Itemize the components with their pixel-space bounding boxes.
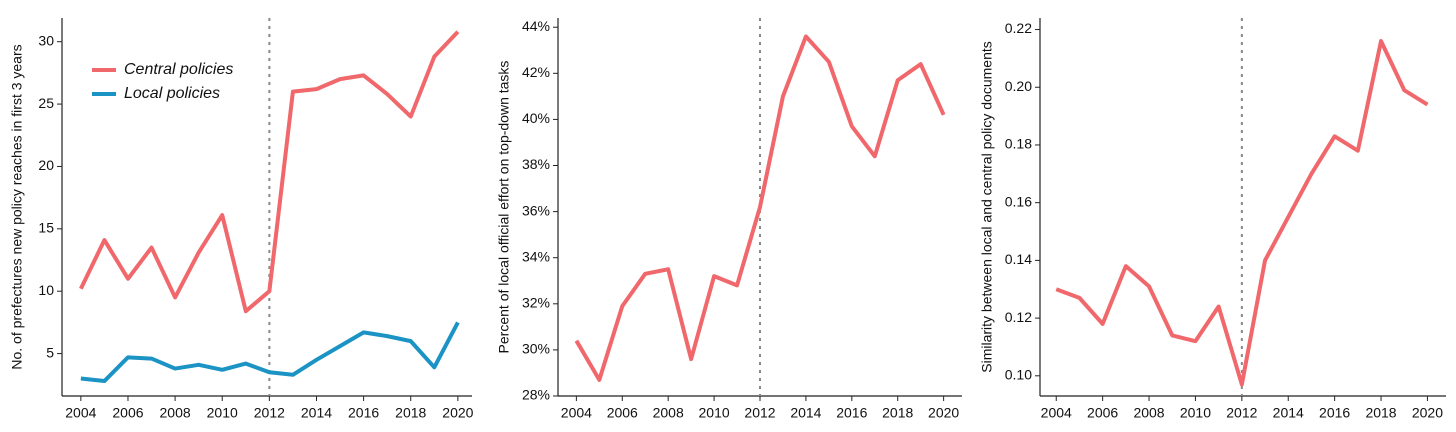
y-tick-label: 38% [522,156,550,172]
y-tick-label: 36% [522,202,550,218]
y-tick-label: 32% [522,295,550,311]
legend-text: Central policies [124,61,233,78]
y-tick-label: 42% [522,64,550,80]
x-tick-label: 2014 [1273,405,1304,421]
x-tick-label: 2004 [1041,405,1072,421]
y-tick-label: 30 [38,32,54,48]
x-tick-label: 2018 [395,405,426,421]
series-line [1055,39,1429,387]
x-tick-label: 2006 [1087,405,1118,421]
x-tick-label: 2010 [207,405,238,421]
x-tick-label: 2006 [112,405,143,421]
y-tick-label: 40% [522,110,550,126]
x-tick-label: 2008 [653,405,684,421]
x-tick-label: 2016 [348,405,379,421]
y-axis-label: Similarity between local and central pol… [979,41,995,373]
y-tick-label: 34% [522,248,550,264]
y-tick-label: 44% [522,18,550,34]
series-line [79,30,460,314]
y-tick-label: 15 [38,220,54,236]
y-tick-label: 0.18 [1005,136,1032,152]
series-line [80,321,460,384]
x-tick-label: 2020 [928,405,959,421]
x-tick-label: 2008 [160,405,191,421]
y-axis-label: Percent of local official effort on top-… [496,61,512,354]
x-tick-label: 2006 [607,405,638,421]
x-tick-label: 2012 [254,405,285,421]
y-tick-label: 0.16 [1005,193,1032,209]
y-tick-label: 0.12 [1005,309,1032,325]
y-tick-label: 0.20 [1005,78,1032,94]
x-tick-label: 2012 [1226,405,1257,421]
x-tick-label: 2010 [699,405,730,421]
x-tick-label: 2014 [790,405,821,421]
series-line [574,34,946,382]
x-tick-label: 2012 [744,405,775,421]
y-tick-label: 10 [38,282,54,298]
y-tick-label: 25 [38,95,54,111]
y-tick-label: 30% [522,341,550,357]
y-tick-label: 28% [522,387,550,403]
y-tick-label: 5 [46,344,54,360]
x-tick-label: 2010 [1180,405,1211,421]
y-tick-label: 0.10 [1005,367,1032,383]
x-tick-label: 2004 [65,405,96,421]
x-tick-label: 2008 [1133,405,1164,421]
x-tick-label: 2020 [1412,405,1443,421]
legend-text: Local policies [124,85,220,102]
x-tick-label: 2004 [561,405,592,421]
x-tick-label: 2016 [1319,405,1350,421]
x-tick-label: 2018 [882,405,913,421]
x-tick-label: 2016 [836,405,867,421]
y-axis-label: No. of prefectures new policy reaches in… [9,44,25,369]
x-tick-label: 2018 [1365,405,1396,421]
y-tick-label: 0.14 [1005,251,1032,267]
y-tick-label: 0.22 [1005,20,1032,36]
y-tick-label: 20 [38,157,54,173]
x-tick-label: 2020 [442,405,473,421]
x-tick-label: 2014 [301,405,332,421]
